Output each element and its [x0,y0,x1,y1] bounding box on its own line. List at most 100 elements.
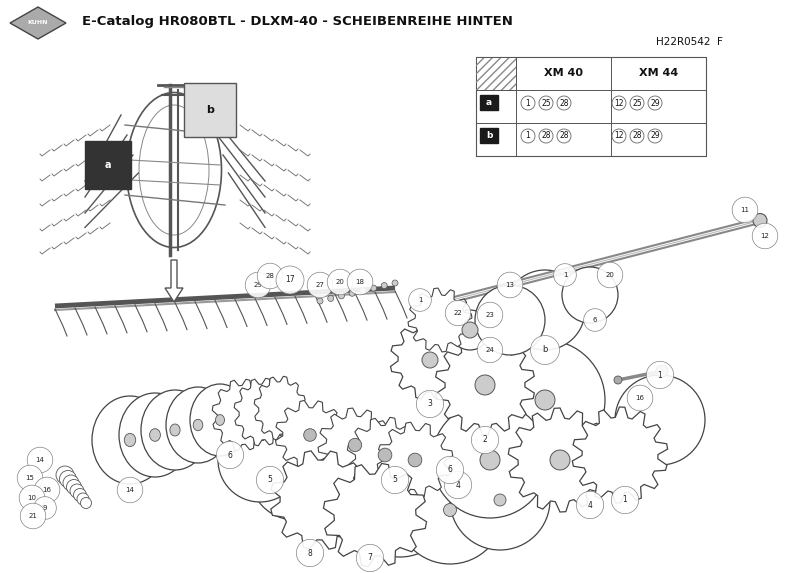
Bar [476,57,516,90]
Text: 12: 12 [761,233,770,239]
Circle shape [612,129,626,143]
Circle shape [392,280,398,286]
Circle shape [521,96,535,110]
Text: 17: 17 [285,276,295,285]
Circle shape [317,298,323,304]
Circle shape [494,494,506,506]
Text: 22: 22 [454,310,462,316]
Text: 25: 25 [632,99,642,108]
Text: 28: 28 [542,131,550,140]
Text: 25: 25 [541,99,551,108]
Circle shape [614,376,622,384]
Circle shape [349,291,355,296]
Circle shape [630,129,644,143]
Polygon shape [378,422,453,498]
Polygon shape [275,401,345,469]
Circle shape [630,96,644,110]
Circle shape [338,293,345,299]
Circle shape [753,214,767,227]
Polygon shape [254,376,306,439]
Text: 4: 4 [587,500,593,509]
Circle shape [348,438,362,452]
Circle shape [348,453,452,557]
Text: 11: 11 [741,207,750,213]
Text: 20: 20 [606,272,614,278]
Ellipse shape [194,419,203,431]
Text: 1: 1 [526,131,530,140]
Circle shape [59,470,77,488]
Circle shape [615,375,705,465]
Circle shape [521,129,535,143]
Text: 28: 28 [632,131,642,140]
Text: 13: 13 [506,282,514,288]
Polygon shape [390,320,470,399]
Polygon shape [318,408,392,482]
Text: 14: 14 [35,457,45,463]
Text: 15: 15 [26,475,34,481]
Polygon shape [234,378,290,446]
Text: KUHN: KUHN [28,21,48,26]
Text: 28: 28 [266,273,274,279]
Circle shape [218,418,302,502]
Text: 10: 10 [27,495,37,501]
Text: 29: 29 [650,99,660,108]
Circle shape [302,442,398,538]
Polygon shape [212,379,272,451]
Text: 1: 1 [562,272,567,278]
Circle shape [382,282,387,289]
Text: a: a [486,98,492,107]
Circle shape [443,504,457,516]
Polygon shape [323,464,426,567]
Text: 1: 1 [622,496,627,504]
Circle shape [63,475,79,491]
Text: 5: 5 [267,476,273,485]
Circle shape [535,390,555,410]
Text: 1: 1 [526,99,530,108]
Circle shape [70,484,84,498]
Ellipse shape [166,387,230,463]
Text: H22R0542  F: H22R0542 F [656,37,723,47]
Text: 1: 1 [658,371,662,379]
Bar [476,57,516,90]
Text: 3: 3 [427,399,433,409]
Text: 24: 24 [486,347,494,353]
Circle shape [480,450,500,470]
Circle shape [81,497,91,508]
Circle shape [77,493,89,505]
Circle shape [432,402,548,518]
Circle shape [648,96,662,110]
Circle shape [539,129,553,143]
Text: 16: 16 [635,395,645,401]
Circle shape [656,365,668,377]
Bar [476,57,706,156]
Circle shape [396,456,504,564]
Text: 16: 16 [42,487,51,493]
Text: 28: 28 [559,131,569,140]
Text: 12: 12 [614,99,624,108]
Text: b: b [542,346,548,355]
Text: 2: 2 [482,435,487,445]
Polygon shape [271,451,369,549]
Circle shape [612,96,626,110]
Text: 27: 27 [315,282,325,288]
Text: 6: 6 [447,465,453,474]
Text: 21: 21 [29,513,38,519]
Circle shape [450,310,490,350]
Ellipse shape [170,424,180,436]
Circle shape [648,129,662,143]
Ellipse shape [119,393,191,477]
Text: 12: 12 [614,131,624,140]
Ellipse shape [190,384,250,456]
Circle shape [250,430,340,520]
Text: 9: 9 [42,505,47,511]
Text: 28: 28 [559,99,569,108]
Bar [480,95,498,110]
Circle shape [475,375,495,395]
Circle shape [422,352,438,368]
Polygon shape [572,407,668,503]
Text: 4: 4 [455,481,461,489]
Text: XM 44: XM 44 [639,69,678,79]
Circle shape [370,285,377,291]
Text: 23: 23 [486,312,494,318]
Text: 29: 29 [254,282,262,288]
